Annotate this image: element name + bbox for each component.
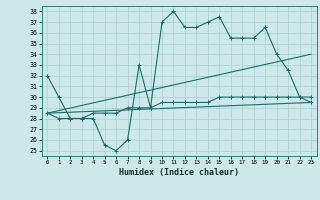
X-axis label: Humidex (Indice chaleur): Humidex (Indice chaleur): [119, 168, 239, 177]
